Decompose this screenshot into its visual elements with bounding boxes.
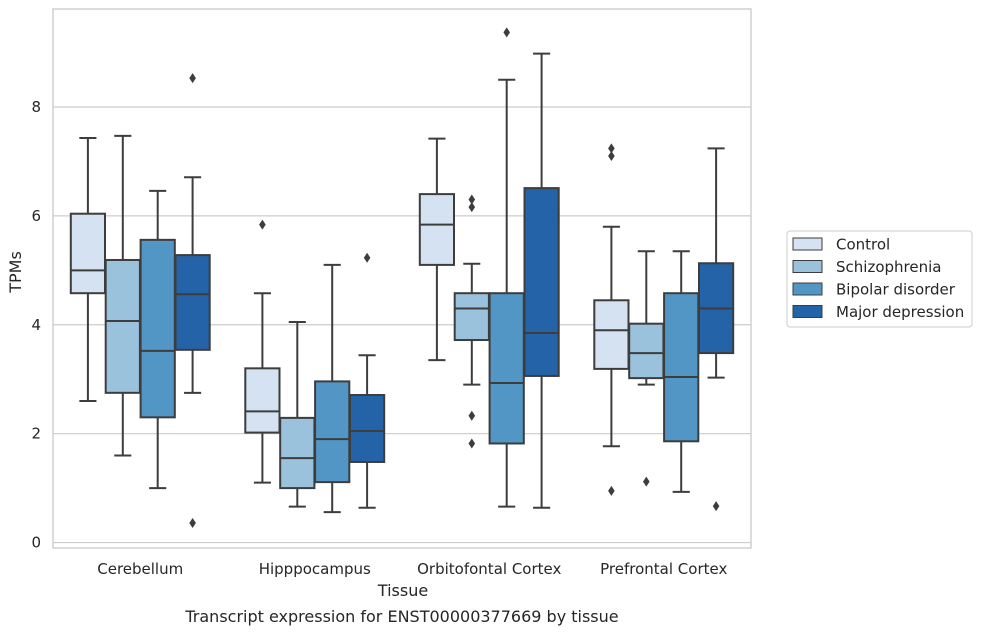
box-2-3: [453, 194, 490, 449]
box-4-3: [523, 52, 560, 509]
box-iqr: [279, 416, 316, 490]
box-iqr: [418, 193, 456, 266]
outlier-point-2: [468, 410, 476, 421]
box-iqr: [244, 367, 281, 434]
outlier-point-4: [468, 194, 476, 205]
plot-frame: [52, 8, 752, 549]
box-iqr: [593, 299, 630, 370]
box-plot-series: [69, 27, 735, 528]
legend-swatch-3: [792, 282, 823, 296]
x-axis-label: Tissue: [377, 581, 428, 600]
y-tick-label-2: 2: [31, 425, 41, 443]
legend-label-2: Schizophrenia: [836, 258, 941, 276]
box-iqr: [104, 258, 141, 394]
box-iqr: [523, 187, 560, 377]
outlier-point-1: [468, 438, 476, 449]
outlier-point-1: [363, 252, 371, 263]
outlier-point-3: [608, 143, 615, 154]
outlier-point-2: [608, 151, 615, 161]
x-tick-label-2: Hipppocampus: [259, 560, 371, 578]
outlier-point-3: [468, 202, 476, 213]
box-3-1: [139, 189, 176, 490]
y-tick-label-6: 6: [31, 207, 41, 225]
box-1-4: [593, 143, 630, 496]
outlier-point-1: [608, 485, 615, 496]
x-tick-label-4: Prefrontal Cortex: [600, 560, 727, 578]
box-3-4: [663, 250, 700, 493]
y-tick-labels: 0 2 4 6 8: [31, 98, 41, 552]
legend-swatch-4: [792, 305, 823, 318]
box-iqr: [453, 292, 490, 342]
y-axis-label: TPMs: [6, 251, 25, 294]
legend-swatch-1: [792, 237, 823, 251]
outlier-point-1: [189, 517, 196, 528]
outlier-point-1: [503, 27, 510, 38]
box-4-2: [348, 252, 386, 509]
box-2-4: [628, 250, 665, 487]
box-1-3: [418, 137, 456, 362]
box-3-3: [488, 27, 525, 508]
outlier-point-1: [643, 476, 650, 487]
box-2-2: [279, 321, 316, 508]
box-iqr: [314, 380, 351, 484]
box-iqr: [628, 322, 665, 380]
legend-label-4: Major depression: [836, 303, 964, 321]
box-iqr: [69, 212, 107, 295]
outlier-point-2: [189, 73, 196, 84]
x-tick-labels: Cerebellum Hipppocampus Orbitofontal Corte…: [97, 560, 727, 578]
box-2-1: [104, 134, 141, 457]
box-iqr: [348, 394, 386, 463]
chart-title: Transcript expression for ENST0000037766…: [184, 607, 618, 626]
legend-label-1: Control: [836, 236, 890, 254]
box-4-1: [174, 73, 211, 528]
box-4-4: [697, 147, 735, 512]
box-iqr: [174, 254, 211, 351]
legend-frame: [786, 230, 973, 328]
legend-swatch-2: [792, 260, 823, 273]
x-tick-label-3: Orbitofontal Cortex: [417, 560, 561, 578]
y-tick-label-4: 4: [31, 316, 41, 334]
y-tick-label-8: 8: [31, 98, 41, 116]
box-1-2: [244, 219, 281, 484]
box-iqr: [488, 292, 525, 445]
legend: Control Schizophrenia Bipolar disorder Majo…: [786, 230, 973, 328]
box-1-1: [69, 137, 107, 402]
legend-label-3: Bipolar disorder: [836, 281, 956, 299]
outlier-point-1: [259, 219, 266, 230]
box-iqr: [139, 238, 176, 419]
y-tick-label-0: 0: [31, 534, 41, 552]
box-iqr: [663, 292, 700, 443]
x-tick-label-1: Cerebellum: [97, 560, 183, 578]
outlier-point-1: [712, 501, 720, 512]
